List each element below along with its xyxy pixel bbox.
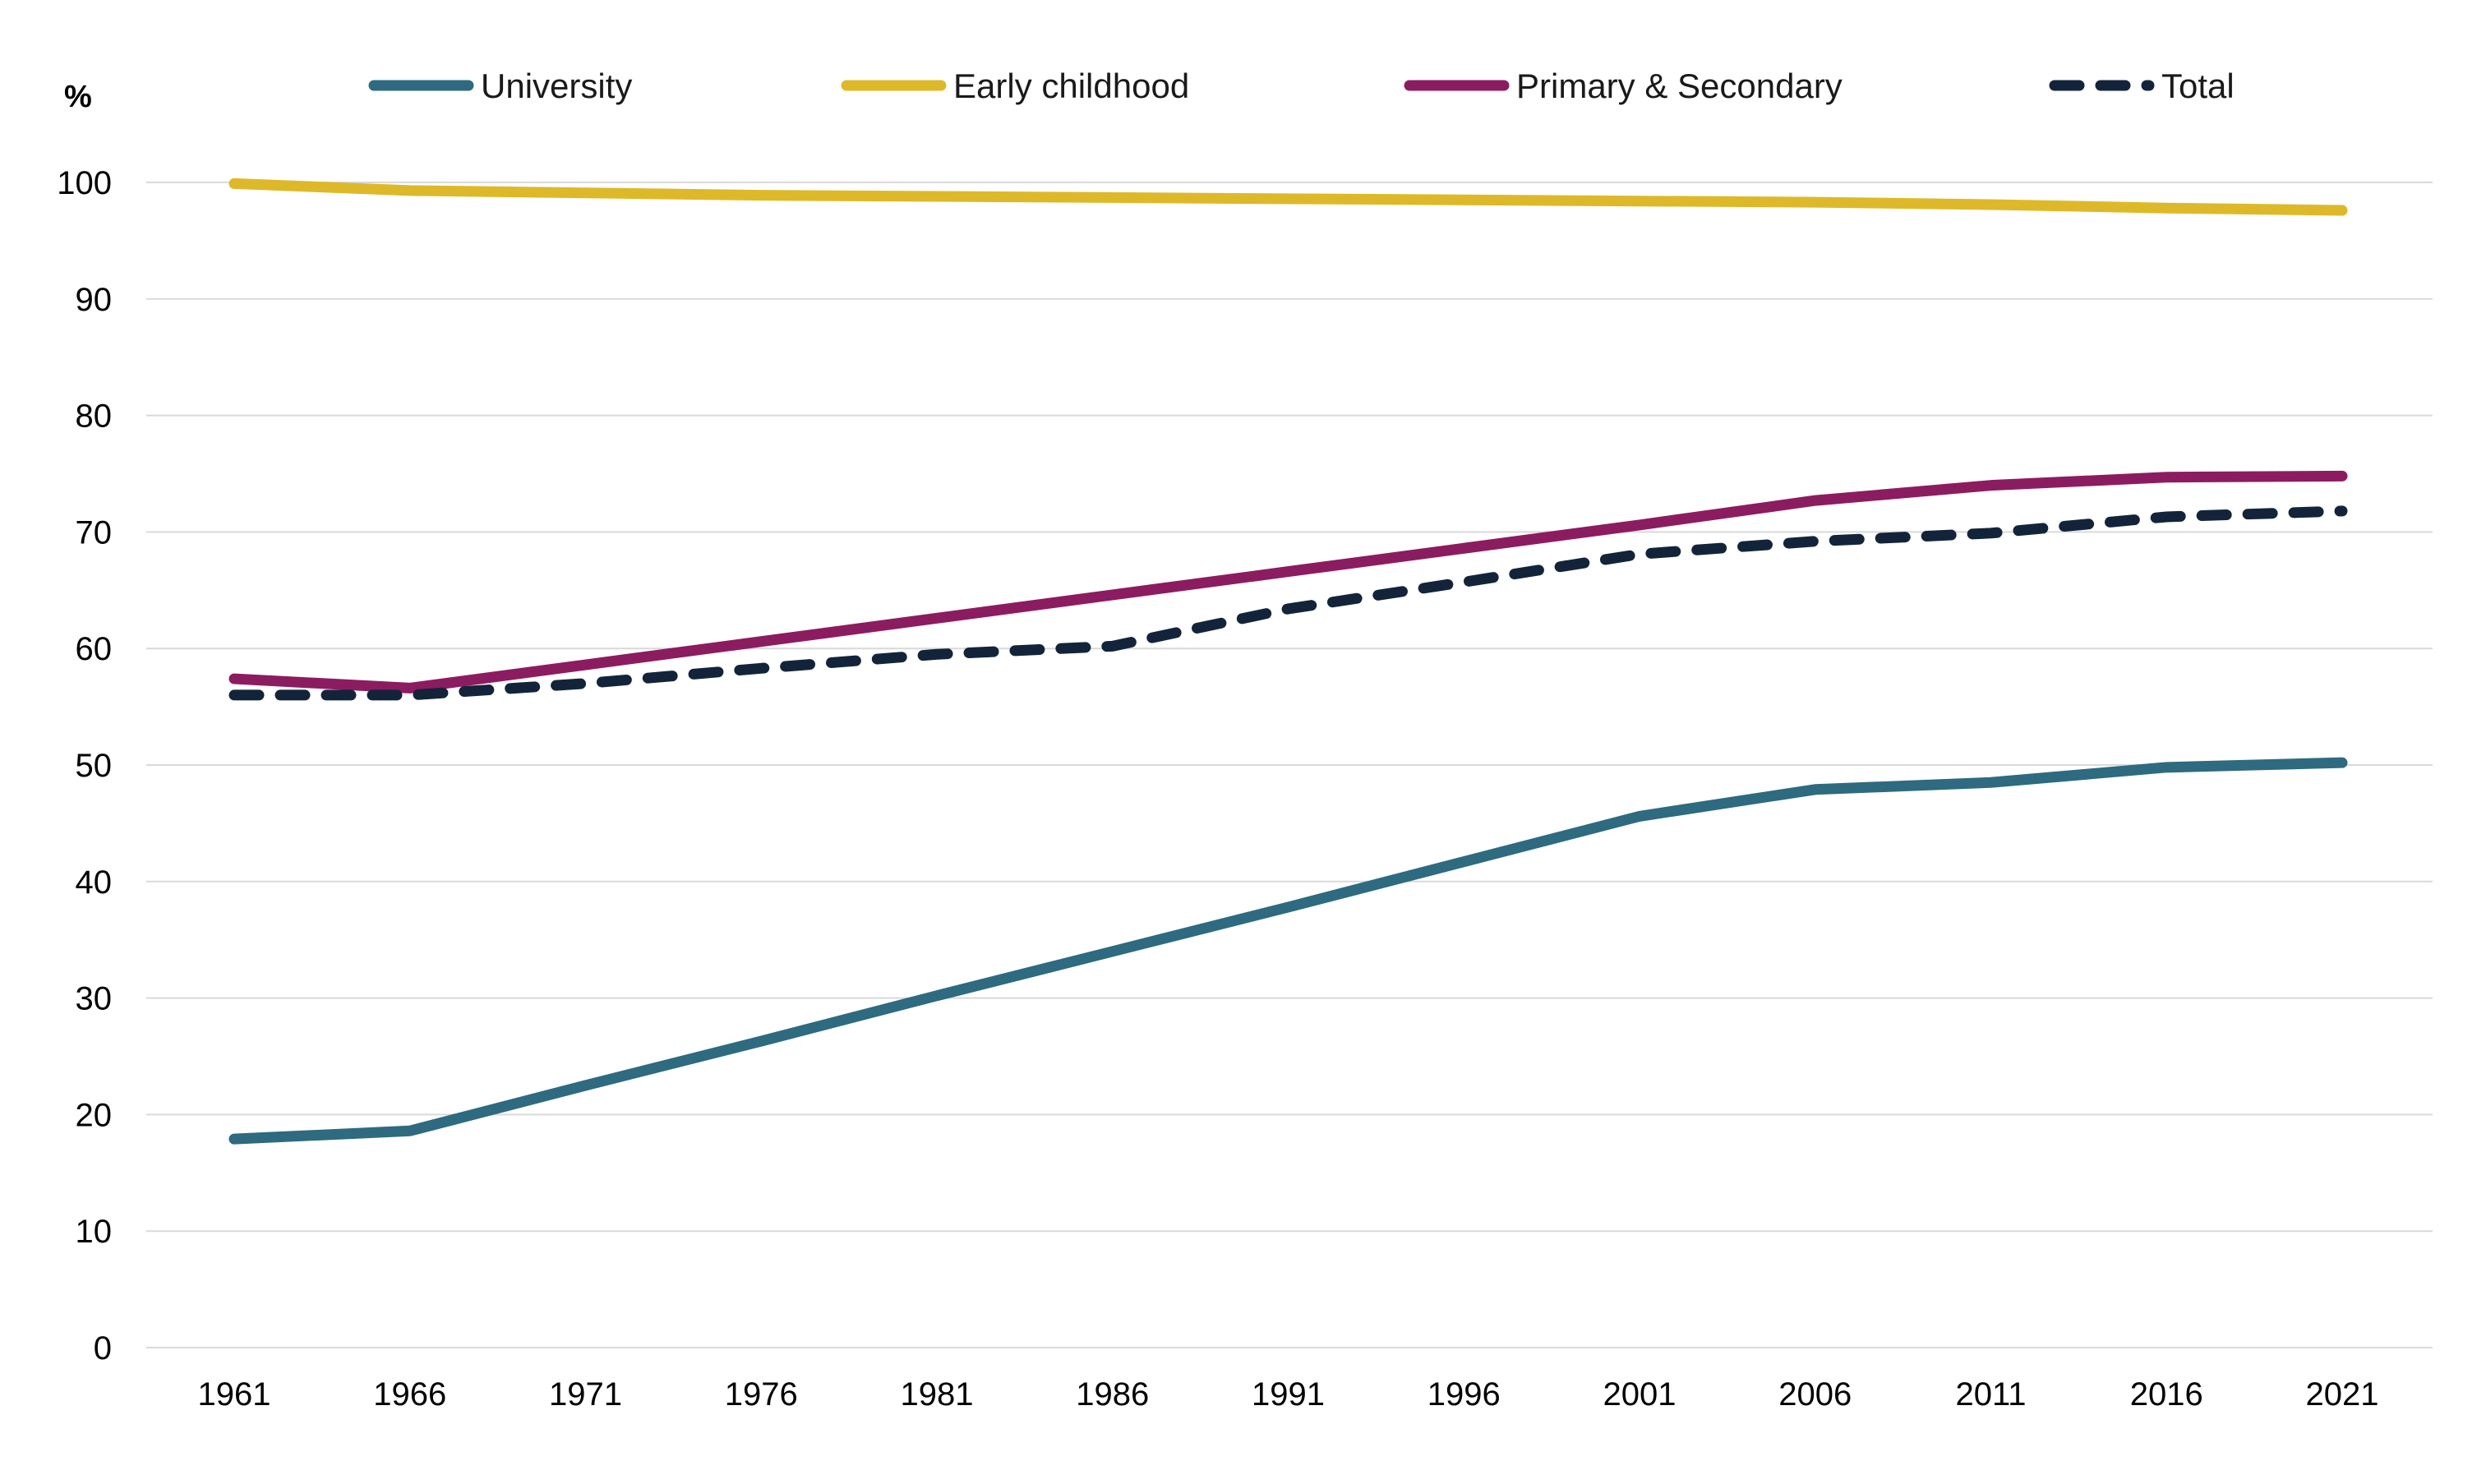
x-tick-label: 2006 bbox=[1778, 1376, 1852, 1413]
legend-item-primary-secondary: Primary & Secondary bbox=[1404, 67, 1843, 105]
x-tick-label: 2011 bbox=[1955, 1376, 2026, 1413]
y-axis-unit-label: % bbox=[64, 80, 92, 114]
x-tick-label: 1976 bbox=[725, 1376, 798, 1413]
x-tick-label: 1991 bbox=[1252, 1376, 1325, 1413]
x-tick-label: 1996 bbox=[1427, 1376, 1501, 1413]
x-tick-label: 1961 bbox=[198, 1376, 271, 1413]
y-tick-label: 30 bbox=[76, 981, 113, 1017]
gridlines bbox=[146, 182, 2433, 1348]
x-tick-label: 2001 bbox=[1603, 1376, 1677, 1413]
y-tick-label: 60 bbox=[76, 631, 113, 667]
y-axis-ticks: 0 10 20 30 40 50 60 70 80 90 100 bbox=[57, 165, 112, 1366]
x-axis-ticks: 1961 1966 1971 1976 1981 1986 1991 1996 2001 2006… bbox=[198, 1376, 2379, 1413]
x-tick-label: 1981 bbox=[901, 1376, 974, 1413]
legend-label: Early childhood bbox=[953, 67, 1189, 105]
y-tick-label: 0 bbox=[94, 1330, 112, 1366]
y-tick-label: 40 bbox=[76, 864, 113, 901]
y-tick-label: 50 bbox=[76, 748, 113, 784]
legend-label: Primary & Secondary bbox=[1516, 67, 1843, 105]
x-tick-label: 2016 bbox=[2130, 1376, 2203, 1413]
legend-item-total: Total bbox=[2049, 67, 2235, 105]
y-tick-label: 80 bbox=[76, 399, 113, 435]
x-tick-label: 1971 bbox=[549, 1376, 622, 1413]
series-lines bbox=[228, 177, 2348, 1145]
x-tick-label: 1966 bbox=[373, 1376, 446, 1413]
legend-item-university: University bbox=[368, 67, 632, 105]
y-tick-label: 90 bbox=[76, 282, 113, 318]
legend-label: University bbox=[481, 67, 632, 105]
x-tick-label: 1986 bbox=[1076, 1376, 1149, 1413]
series-line-early-childhood bbox=[228, 177, 2348, 216]
y-tick-label: 70 bbox=[76, 514, 113, 551]
series-line-primary-secondary bbox=[228, 470, 2348, 694]
legend: University Early childhood Primary & Secon… bbox=[368, 67, 2235, 105]
x-tick-label: 2021 bbox=[2306, 1376, 2379, 1413]
y-tick-label: 20 bbox=[76, 1097, 113, 1133]
series-line-total bbox=[228, 505, 2348, 701]
y-tick-label: 10 bbox=[76, 1214, 113, 1250]
series-line-university bbox=[228, 757, 2348, 1145]
legend-label: Total bbox=[2161, 67, 2235, 105]
legend-item-early-childhood: Early childhood bbox=[841, 67, 1189, 105]
y-tick-label: 100 bbox=[57, 165, 112, 201]
